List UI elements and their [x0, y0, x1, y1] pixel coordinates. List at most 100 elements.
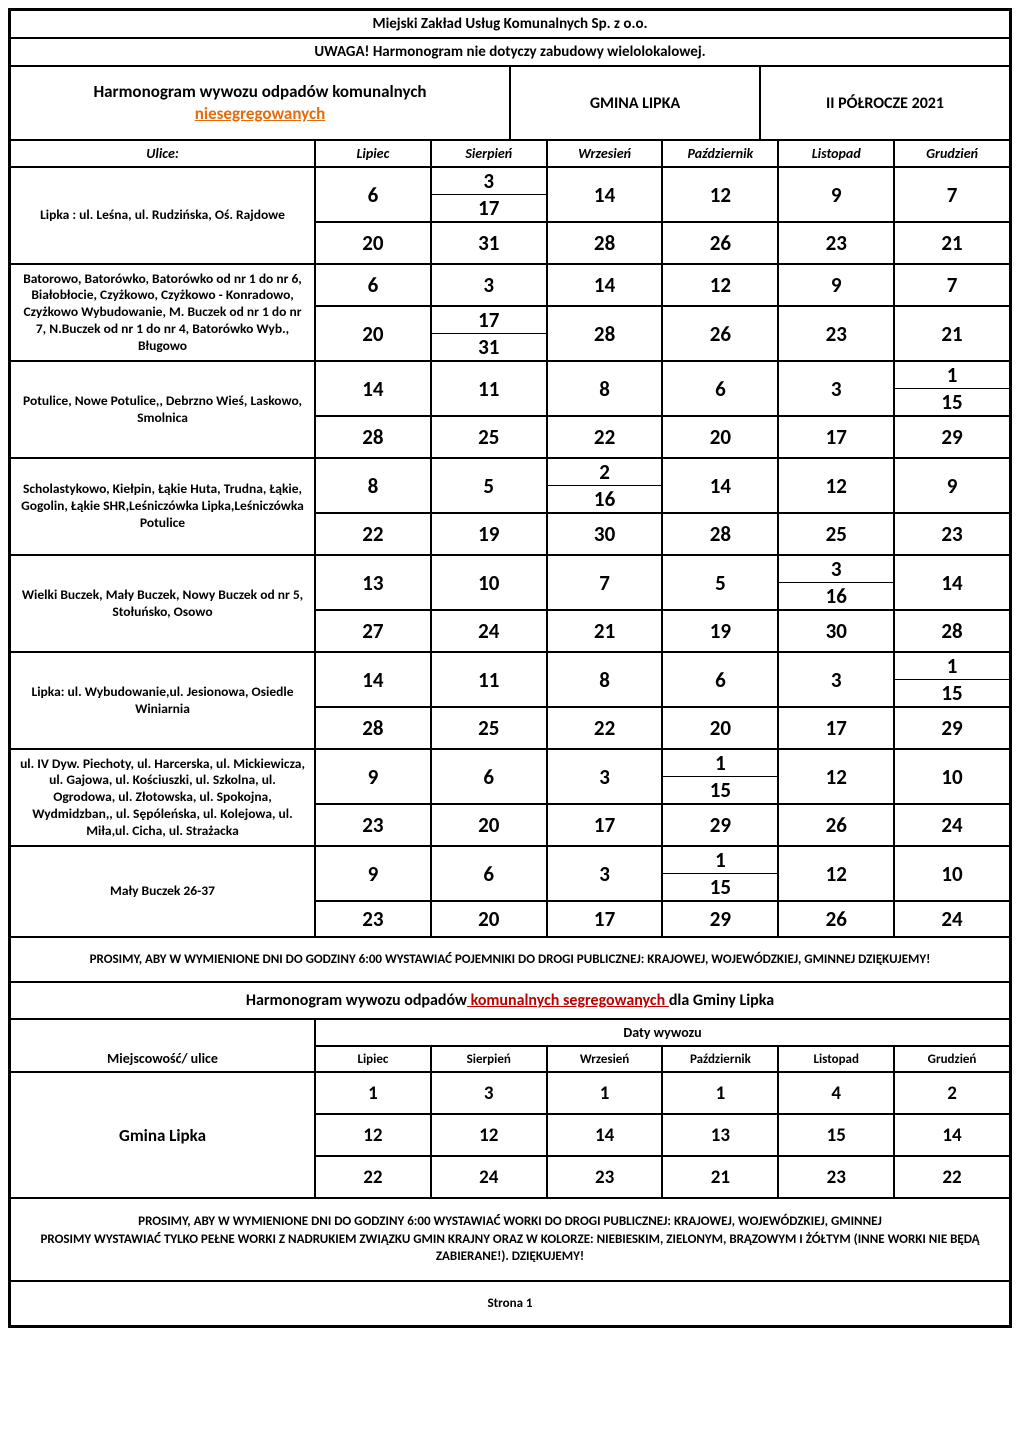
col-wrzesien: Wrzesień [547, 140, 663, 167]
schedule-cell: 7 [547, 555, 663, 610]
schedule-cell: 28 [315, 416, 431, 458]
schedule-cell: 12 [778, 458, 894, 513]
schedule-rows: 6317141297203128262321 [315, 167, 1010, 264]
s2-c: 22 [894, 1156, 1010, 1198]
s2-daty: Daty wywozu [315, 1019, 1010, 1046]
schedule-cell: 20 [315, 222, 431, 264]
schedule-cell: 26 [662, 222, 778, 264]
columns-header: Ulice: Lipiec Sierpień Wrzesień Paździer… [10, 140, 1010, 167]
schedule-subcell: 3 [779, 556, 893, 583]
schedule-cell: 14 [315, 361, 431, 416]
note-2-line2: PROSIMY WYSTAWIAĆ TYLKO PEŁNE WORKI Z NA… [31, 1231, 989, 1266]
schedule-cell: 26 [778, 901, 894, 937]
schedule-cell: 26 [662, 306, 778, 361]
schedule-cell: 24 [894, 804, 1010, 846]
schedule-cell: 3 [778, 652, 894, 707]
schedule-cell: 28 [894, 610, 1010, 652]
schedule-block: Mały Buczek 26-379631151210232017292624 [10, 846, 1010, 937]
s2-c: 12 [431, 1114, 547, 1156]
schedule-block: Lipka : ul. Leśna, ul. Rudzińska, Oś. Ra… [10, 167, 1010, 264]
section2-body: Gmina Lipka 1 3 1 1 4 2 12 12 14 13 15 1… [10, 1072, 1010, 1198]
schedule-block: Batorowo, Batorówko, Batorówko od nr 1 d… [10, 264, 1010, 361]
schedule-row: 20173128262321 [315, 306, 1010, 361]
schedule-cell: 22 [315, 513, 431, 555]
header-gmina: GMINA LIPKA [510, 66, 760, 140]
schedule-cell: 30 [547, 513, 663, 555]
schedule-cell: 26 [778, 804, 894, 846]
schedule-block: Potulice, Nowe Potulice,, Debrzno Wieś, … [10, 361, 1010, 458]
schedule-cell: 316 [778, 555, 894, 610]
page-number: Strona 1 [10, 1281, 1010, 1326]
schedule-cell: 30 [778, 610, 894, 652]
s2-miejsc: Miejscowość/ ulice [10, 1046, 315, 1072]
schedule-cell: 5 [431, 458, 547, 513]
schedule-cell: 20 [431, 804, 547, 846]
s2-c: 14 [894, 1114, 1010, 1156]
schedule-rows: 9631151210232017292624 [315, 846, 1010, 937]
s2-gmina-label: Gmina Lipka [10, 1072, 315, 1198]
schedule-cell: 25 [431, 416, 547, 458]
street-label: ul. IV Dyw. Piechoty, ul. Harcerska, ul.… [10, 749, 315, 846]
street-label: Lipka : ul. Leśna, ul. Rudzińska, Oś. Ra… [10, 167, 315, 264]
schedule-cell: 29 [662, 804, 778, 846]
schedule-cell: 14 [547, 264, 663, 306]
schedule-rows: 9631151210232017292624 [315, 749, 1010, 846]
s2-c: 14 [547, 1114, 663, 1156]
schedule-row: 1411863115 [315, 361, 1010, 416]
schedule-row: 232017292624 [315, 804, 1010, 846]
note-2-line1: PROSIMY, ABY W WYMIENIONE DNI DO GODZINY… [31, 1213, 989, 1231]
schedule-row: 13107531614 [315, 555, 1010, 610]
schedule-row: 9631151210 [315, 846, 1010, 901]
schedule-cell: 28 [547, 306, 663, 361]
s2-c: 15 [778, 1114, 894, 1156]
schedule-cell: 13 [315, 555, 431, 610]
schedule-cell: 9 [315, 749, 431, 804]
schedule-cell: 20 [315, 306, 431, 361]
schedule-block: ul. IV Dyw. Piechoty, ul. Harcerska, ul.… [10, 749, 1010, 846]
schedule-subcell: 2 [548, 459, 662, 486]
schedule-cell: 25 [778, 513, 894, 555]
schedule-rows: 8521614129221930282523 [315, 458, 1010, 555]
s2-row2: 22 24 23 21 23 22 [315, 1156, 1010, 1198]
schedule-cell: 21 [894, 306, 1010, 361]
header-row: Harmonogram wywozu odpadów komunalnych n… [10, 66, 1010, 140]
col-grudzien: Grudzień [894, 140, 1010, 167]
street-label: Mały Buczek 26-37 [10, 846, 315, 937]
schedule-cell: 22 [547, 707, 663, 749]
schedule-cell: 3 [547, 749, 663, 804]
schedule-cell: 23 [778, 306, 894, 361]
schedule-cell: 12 [662, 167, 778, 222]
schedule-cell: 19 [662, 610, 778, 652]
s2-c: 23 [778, 1156, 894, 1198]
section2-months-row: Miejscowość/ ulice Lipiec Sierpień Wrzes… [10, 1046, 1010, 1072]
schedule-block: Scholastykowo, Kiełpin, Łąkie Huta, Trud… [10, 458, 1010, 555]
s2-c: 23 [547, 1156, 663, 1198]
schedule-rows: 1411863115282522201729 [315, 652, 1010, 749]
s2-title-post: dla Gminy Lipka [669, 991, 774, 1010]
street-label: Lipka: ul. Wybudowanie,ul. Jesionowa, Os… [10, 652, 315, 749]
schedule-cell: 21 [894, 222, 1010, 264]
section2-header-row: Daty wywozu [10, 1019, 1010, 1046]
schedule-cell: 6 [431, 846, 547, 901]
schedule-cell: 115 [662, 749, 778, 804]
col-sierpien: Sierpień [431, 140, 547, 167]
schedule-cell: 17 [547, 804, 663, 846]
col-ulice: Ulice: [10, 140, 315, 167]
schedule-cell: 28 [662, 513, 778, 555]
schedule-cell: 7 [894, 167, 1010, 222]
s2-c: 1 [547, 1072, 663, 1114]
schedule-cell: 1731 [431, 306, 547, 361]
section2-title: Harmonogram wywozu odpadów komunalnych s… [10, 982, 1010, 1019]
schedule-cell: 317 [431, 167, 547, 222]
schedule-cell: 5 [662, 555, 778, 610]
document: Miejski Zakład Usług Komunalnych Sp. z o… [8, 8, 1012, 1328]
schedule-cell: 28 [315, 707, 431, 749]
s2-c: 24 [431, 1156, 547, 1198]
s2-c: 21 [662, 1156, 778, 1198]
schedule-cell: 29 [894, 707, 1010, 749]
schedule-cell: 31 [431, 222, 547, 264]
schedule-cell: 115 [894, 652, 1010, 707]
schedule-subcell: 15 [663, 777, 777, 803]
schedule-cell: 27 [315, 610, 431, 652]
s2-m2: Wrzesień [547, 1046, 663, 1072]
